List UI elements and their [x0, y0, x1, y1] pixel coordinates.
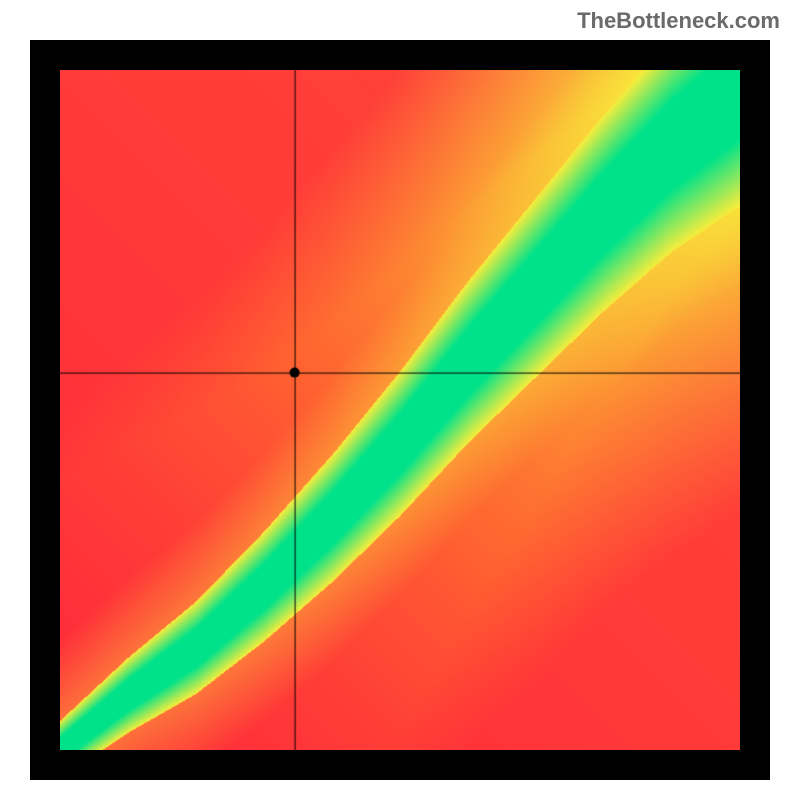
watermark-text: TheBottleneck.com — [577, 8, 780, 34]
chart-frame — [30, 40, 770, 780]
chart-area — [60, 70, 740, 750]
heatmap-canvas — [60, 70, 740, 750]
